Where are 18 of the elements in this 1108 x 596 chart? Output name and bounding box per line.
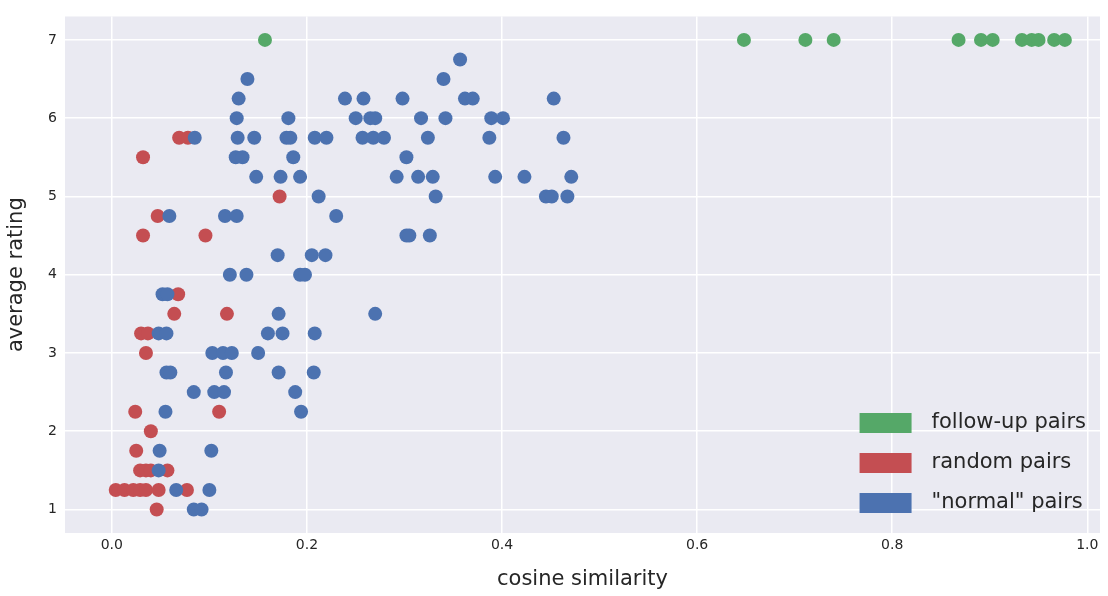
- y-axis-title: average rating: [3, 197, 28, 353]
- y-tick-label: 6: [48, 108, 58, 125]
- legend-label: "normal" pairs: [931, 489, 1083, 514]
- x-tick-label: 0.4: [490, 536, 514, 553]
- x-tick-label: 1.0: [1076, 536, 1099, 553]
- y-tick-label: 5: [48, 187, 57, 204]
- x-tick-label: 0.2: [295, 536, 319, 553]
- legend-label: follow-up pairs: [931, 409, 1086, 434]
- x-axis-title: cosine similarity: [497, 565, 668, 590]
- x-tick-label: 0.6: [685, 536, 709, 553]
- x-tick-label: 0.8: [881, 536, 904, 553]
- y-tick-label: 3: [48, 343, 57, 360]
- legend-label: random pairs: [931, 449, 1072, 474]
- y-tick-label: 7: [48, 30, 57, 47]
- y-tick-label: 1: [48, 500, 57, 517]
- y-tick-label: 2: [48, 421, 57, 438]
- y-tick-label: 4: [48, 265, 58, 282]
- x-tick-label: 0.0: [100, 536, 123, 553]
